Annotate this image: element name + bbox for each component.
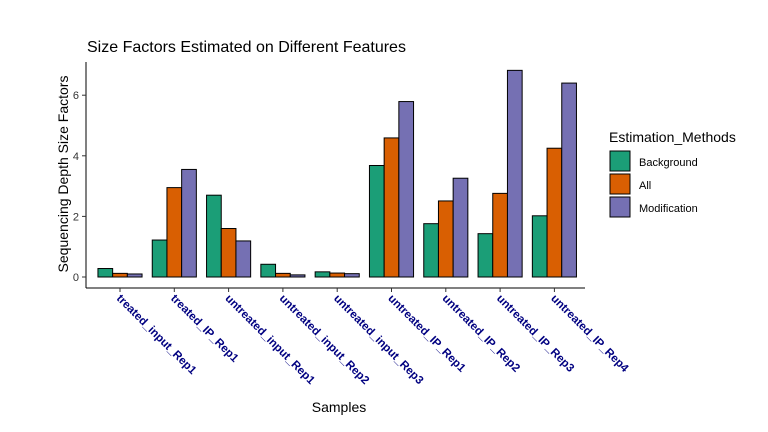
bar-modification-untreated-ip-rep3: [506, 69, 523, 278]
bar-all-untreated-input-rep2: [275, 272, 291, 278]
legend-label: Modification: [639, 203, 698, 215]
bar-all-treated-input-rep1: [112, 272, 128, 278]
y-tick-label: 6: [73, 90, 79, 102]
y-tick-label: 0: [73, 272, 79, 284]
x-tick-label: untreated_input_Rep3: [331, 293, 425, 387]
legend-label: All: [639, 180, 651, 192]
bar-background-treated-input-rep1: [97, 268, 114, 278]
bar-modification-untreated-input-rep3: [344, 273, 360, 278]
bar-modification-untreated-input-rep1: [235, 240, 252, 278]
bar-modification-untreated-ip-rep2: [452, 177, 469, 278]
x-tick-label: untreated_input_Rep2: [277, 293, 371, 387]
bar-modification-untreated-ip-rep1: [398, 101, 415, 278]
chart-title: Size Factors Estimated on Different Feat…: [87, 39, 406, 56]
bar-modification-untreated-ip-rep4: [561, 82, 577, 278]
bar-all-untreated-ip-rep3: [492, 192, 508, 278]
x-tick-label: untreated_input_Rep1: [222, 293, 317, 388]
bar-all-untreated-input-rep1: [220, 228, 237, 278]
x-axis-title: Samples: [312, 399, 366, 415]
bar-all-untreated-ip-rep4: [546, 147, 563, 278]
legend-swatch: [609, 173, 631, 195]
bar-background-untreated-input-rep2: [260, 263, 277, 278]
bar-background-untreated-ip-rep3: [477, 233, 494, 278]
bar-all-untreated-ip-rep1: [383, 137, 400, 278]
legend-label: Background: [639, 157, 698, 169]
y-tick-label: 4: [73, 151, 79, 163]
bar-modification-untreated-input-rep2: [289, 274, 306, 278]
plot-area: 0246treated_input_Rep1treated_IP_Rep1unt…: [73, 62, 631, 387]
bar-modification-treated-input-rep1: [126, 273, 143, 278]
bar-background-untreated-ip-rep4: [531, 215, 548, 278]
bar-background-untreated-input-rep1: [206, 194, 222, 278]
y-axis-title: Sequencing Depth Size Factors: [55, 76, 71, 273]
bar-all-untreated-input-rep3: [329, 272, 346, 278]
bar-background-untreated-ip-rep1: [368, 164, 385, 278]
legend-swatch: [609, 150, 631, 172]
legend-title: Estimation_Methods: [609, 129, 736, 145]
legend: Estimation_Methods Background All Modifica…: [609, 129, 736, 218]
bar-all-untreated-ip-rep2: [437, 200, 454, 278]
bar-background-untreated-input-rep3: [314, 271, 331, 278]
legend-swatch: [609, 196, 631, 218]
bar-modification-treated-ip-rep1: [181, 168, 197, 278]
bar-background-untreated-ip-rep2: [423, 223, 439, 278]
y-tick-label: 2: [73, 211, 79, 223]
bar-all-treated-ip-rep1: [166, 187, 183, 278]
bar-background-treated-ip-rep1: [151, 239, 168, 278]
